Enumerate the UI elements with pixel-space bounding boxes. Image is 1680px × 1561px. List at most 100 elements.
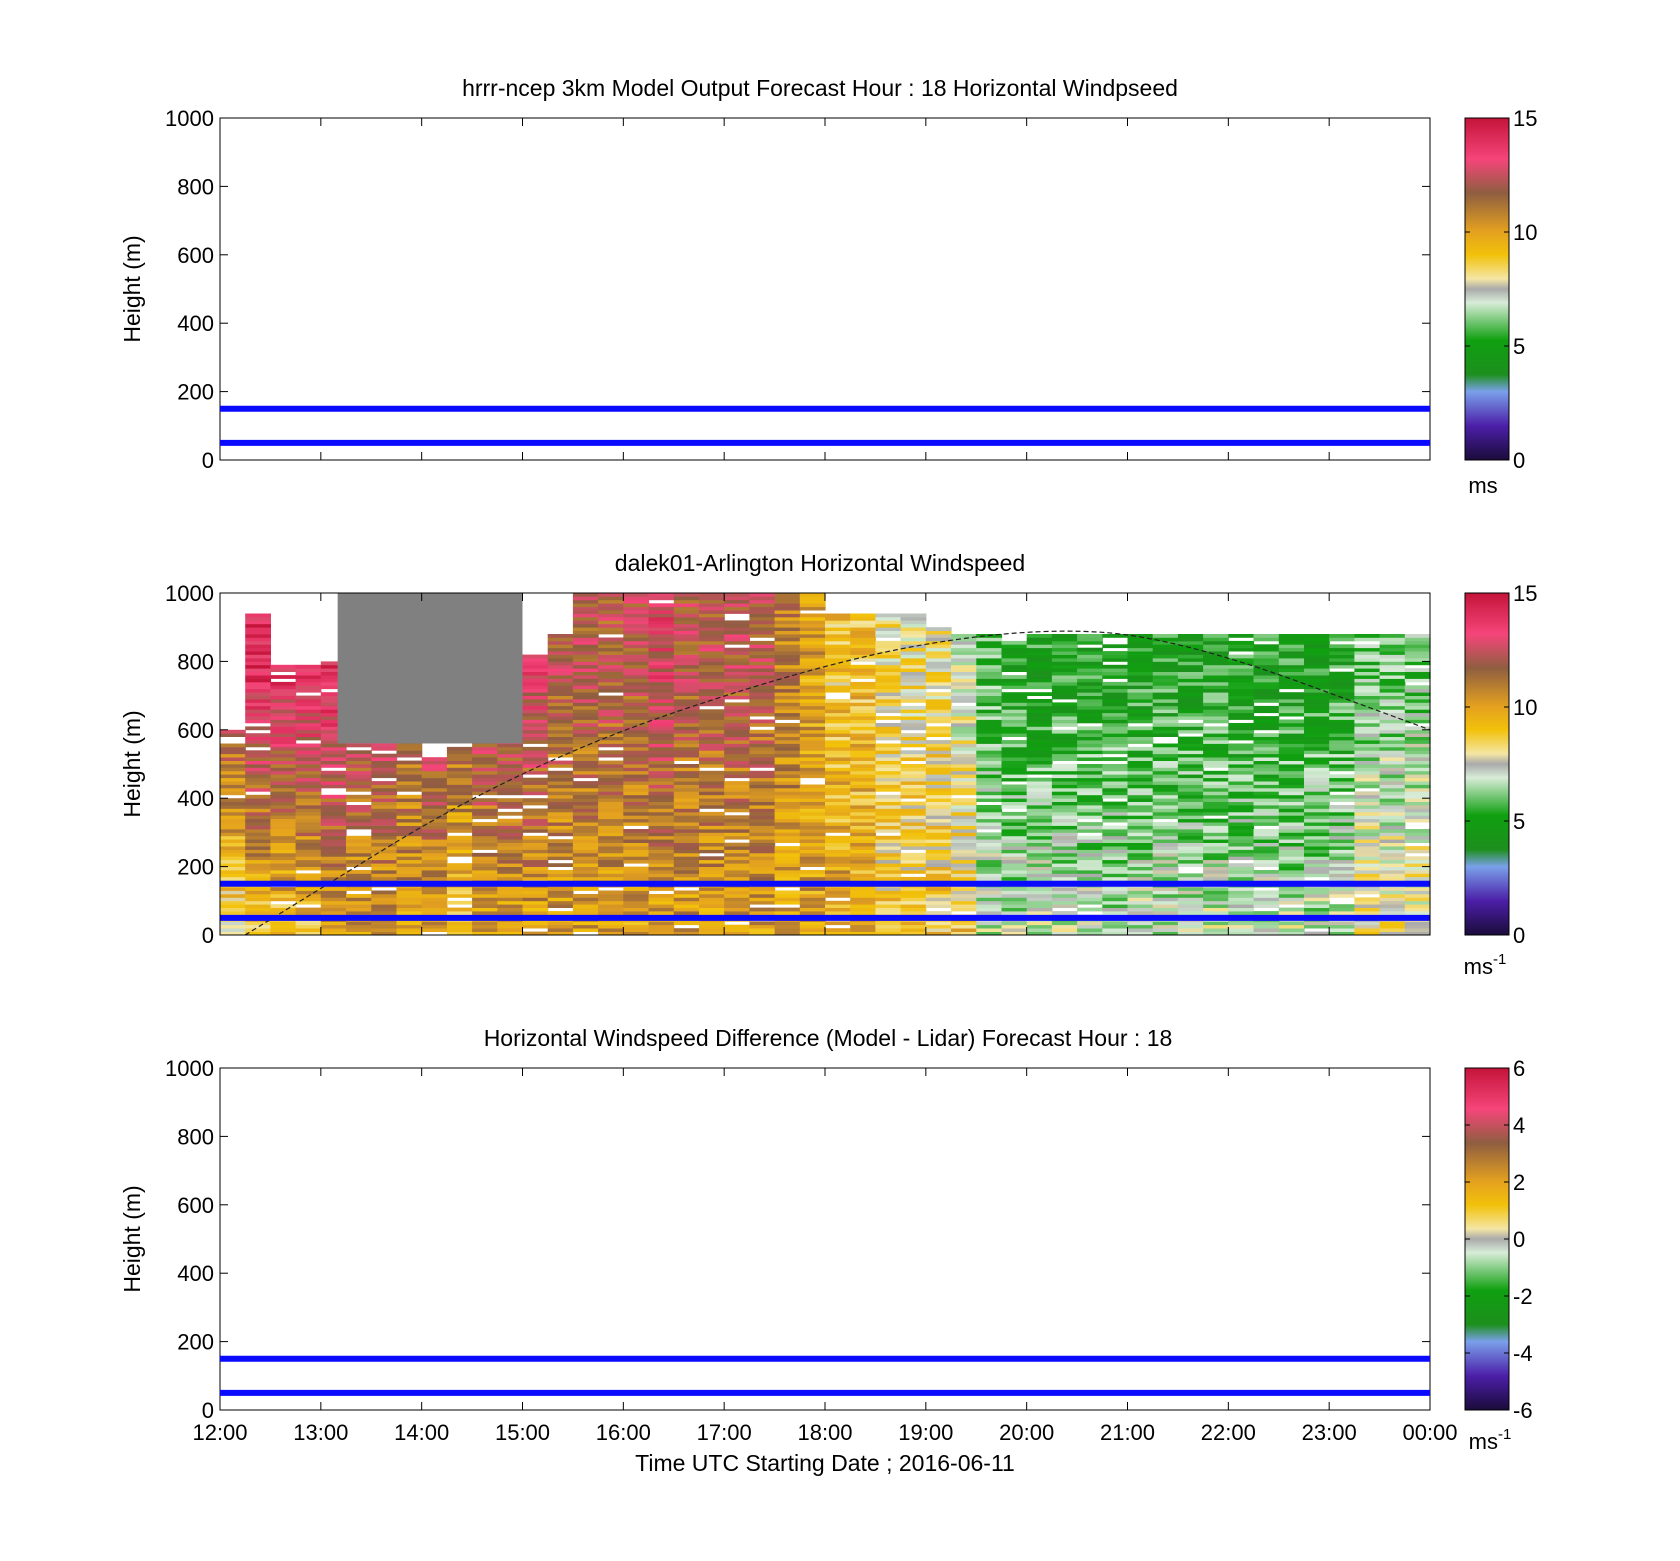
- windspeed-cell: [648, 623, 675, 628]
- windspeed-cell: [1152, 852, 1179, 857]
- windspeed-cell: [1379, 692, 1406, 696]
- windspeed-cell: [850, 719, 876, 724]
- windspeed-cell: [673, 647, 700, 652]
- windspeed-cell: [1329, 671, 1355, 676]
- windspeed-cell: [1152, 870, 1179, 874]
- windspeed-cell: [951, 924, 977, 929]
- windspeed-cell: [1354, 832, 1381, 837]
- windspeed-cell: [1127, 681, 1154, 686]
- windspeed-cell: [1278, 634, 1305, 638]
- windspeed-cell: [1404, 849, 1431, 854]
- windspeed-cell: [1127, 852, 1154, 857]
- windspeed-cell: [295, 760, 322, 765]
- windspeed-cell: [749, 774, 776, 779]
- windspeed-cell: [648, 832, 675, 837]
- windspeed-cell: [1102, 924, 1129, 929]
- windspeed-cell: [522, 675, 549, 679]
- windspeed-cell: [1001, 723, 1028, 727]
- windspeed-cell: [1203, 887, 1229, 891]
- windspeed-cell: [699, 675, 725, 679]
- windspeed-cell: [623, 849, 650, 854]
- windspeed-cell: [1127, 774, 1154, 779]
- windspeed-cell: [1329, 805, 1355, 809]
- windspeed-cell: [825, 719, 851, 724]
- windspeed-cell: [749, 647, 776, 652]
- windspeed-cell: [1278, 729, 1305, 734]
- windspeed-cell: [346, 904, 372, 908]
- windspeed-cell: [1077, 770, 1103, 775]
- windspeed-cell: [371, 866, 398, 871]
- windspeed-cell: [497, 859, 524, 864]
- windspeed-cell: [1203, 822, 1229, 826]
- windspeed-cell: [648, 692, 675, 696]
- y-tick-label: 400: [177, 311, 214, 336]
- windspeed-cell: [799, 647, 826, 652]
- windspeed-cell: [220, 791, 246, 796]
- windspeed-cell: [346, 767, 372, 772]
- windspeed-cell: [1278, 829, 1305, 833]
- windspeed-cell: [598, 818, 624, 823]
- windspeed-cell: [270, 712, 297, 717]
- windspeed-cell: [875, 729, 902, 734]
- windspeed-cell: [850, 931, 876, 936]
- windspeed-cell: [699, 623, 725, 628]
- windspeed-cell: [421, 794, 448, 799]
- windspeed-cell: [1329, 733, 1355, 737]
- windspeed-cell: [1228, 805, 1255, 809]
- windspeed-cell: [598, 719, 624, 724]
- windspeed-cell: [295, 900, 322, 905]
- windspeed-cell: [648, 671, 675, 676]
- windspeed-cell: [472, 750, 498, 755]
- windspeed-cell: [1329, 760, 1355, 765]
- windspeed-cell: [699, 723, 725, 727]
- windspeed-cell: [825, 904, 851, 908]
- windspeed-cell: [875, 668, 902, 672]
- windspeed-cell: [925, 866, 952, 871]
- windspeed-cell: [1001, 753, 1028, 758]
- windspeed-cell: [220, 907, 246, 912]
- windspeed-cell: [421, 904, 448, 908]
- windspeed-cell: [1001, 661, 1028, 666]
- windspeed-cell: [572, 712, 599, 717]
- windspeed-cell: [724, 733, 750, 737]
- windspeed-cell: [623, 839, 650, 843]
- windspeed-cell: [1102, 852, 1129, 857]
- windspeed-cell: [295, 723, 322, 727]
- windspeed-cell: [749, 829, 776, 833]
- windspeed-cell: [1253, 644, 1280, 649]
- windspeed-cell: [245, 794, 271, 799]
- windspeed-cell: [825, 709, 851, 714]
- windspeed-cell: [1253, 832, 1280, 837]
- windspeed-cell: [1203, 852, 1229, 857]
- windspeed-cell: [850, 911, 876, 915]
- windspeed-cell: [1379, 798, 1406, 802]
- windspeed-cell: [1379, 688, 1406, 693]
- windspeed-cell: [598, 825, 624, 830]
- windspeed-cell: [1379, 897, 1406, 902]
- windspeed-cell: [598, 630, 624, 635]
- windspeed-cell: [371, 928, 398, 932]
- windspeed-cell: [1051, 839, 1078, 843]
- windspeed-cell: [295, 736, 322, 741]
- windspeed-cell: [825, 781, 851, 785]
- windspeed-cell: [1404, 784, 1431, 789]
- windspeed-cell: [648, 729, 675, 734]
- windspeed-cell: [1102, 784, 1129, 789]
- windspeed-cell: [1278, 815, 1305, 820]
- windspeed-cell: [1177, 634, 1204, 638]
- windspeed-cell: [799, 729, 826, 734]
- windspeed-cell: [497, 832, 524, 837]
- windspeed-cell: [572, 870, 599, 874]
- windspeed-cell: [472, 815, 498, 820]
- windspeed-cell: [1026, 894, 1053, 898]
- windspeed-cell: [1077, 894, 1103, 898]
- windspeed-cell: [825, 849, 851, 854]
- windspeed-cell: [749, 640, 776, 645]
- windspeed-cell: [925, 743, 952, 748]
- windspeed-cell: [850, 736, 876, 741]
- windspeed-cell: [1177, 774, 1204, 779]
- windspeed-cell: [1253, 900, 1280, 905]
- windspeed-cell: [270, 832, 297, 837]
- windspeed-cell: [825, 681, 851, 686]
- windspeed-cell: [648, 900, 675, 905]
